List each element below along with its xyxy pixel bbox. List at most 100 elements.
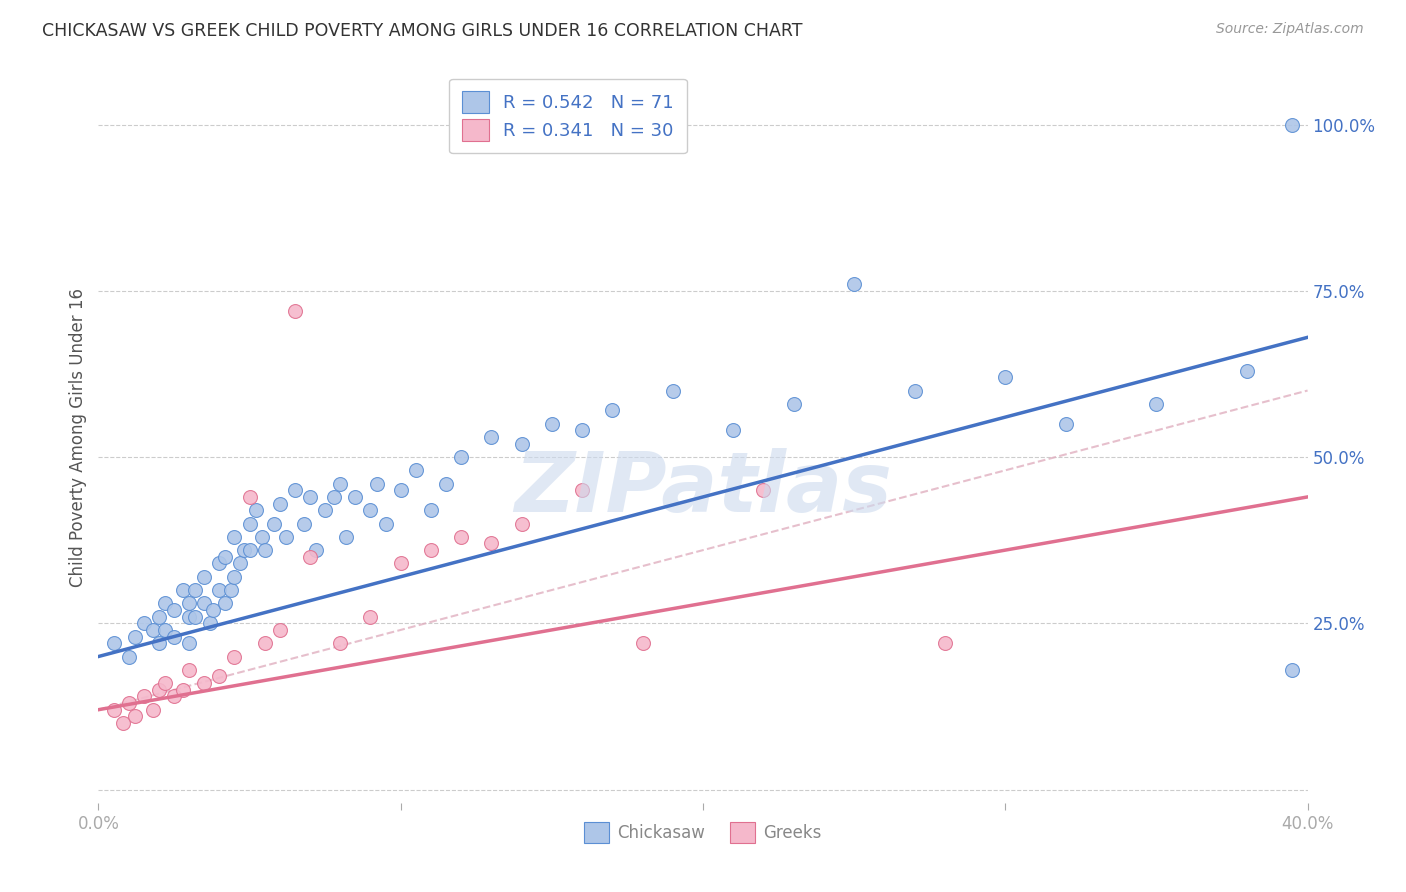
Point	[208, 582, 231, 597]
Point	[844, 277, 866, 292]
Point	[163, 603, 186, 617]
Point	[163, 630, 186, 644]
Point	[450, 450, 472, 464]
Text: ZIPatlas: ZIPatlas	[515, 448, 891, 529]
Point	[1236, 363, 1258, 377]
Point	[148, 609, 170, 624]
Point	[153, 596, 176, 610]
Point	[250, 530, 273, 544]
Point	[245, 503, 267, 517]
Point	[420, 543, 443, 558]
Point	[193, 596, 215, 610]
Point	[405, 463, 427, 477]
Point	[224, 649, 246, 664]
Text: Source: ZipAtlas.com: Source: ZipAtlas.com	[1216, 22, 1364, 37]
Point	[224, 530, 246, 544]
Point	[314, 503, 336, 517]
Point	[434, 476, 457, 491]
Point	[118, 696, 141, 710]
Point	[232, 543, 254, 558]
Point	[148, 636, 170, 650]
Point	[299, 490, 322, 504]
Point	[481, 536, 503, 550]
Point	[1054, 417, 1077, 431]
Point	[172, 682, 194, 697]
Point	[783, 397, 806, 411]
Point	[1144, 397, 1167, 411]
Point	[329, 476, 352, 491]
Point	[179, 609, 201, 624]
Point	[571, 424, 593, 438]
Point	[510, 516, 533, 531]
Y-axis label: Child Poverty Among Girls Under 16: Child Poverty Among Girls Under 16	[69, 287, 87, 587]
Point	[360, 609, 382, 624]
Point	[420, 503, 443, 517]
Point	[305, 543, 328, 558]
Point	[214, 596, 236, 610]
Point	[904, 384, 927, 398]
Point	[179, 663, 201, 677]
Point	[208, 557, 231, 571]
Point	[723, 424, 745, 438]
Point	[153, 676, 176, 690]
Point	[323, 490, 346, 504]
Point	[292, 516, 315, 531]
Point	[329, 636, 352, 650]
Point	[571, 483, 593, 498]
Point	[148, 682, 170, 697]
Point	[142, 703, 165, 717]
Point	[450, 530, 472, 544]
Point	[994, 370, 1017, 384]
Point	[193, 676, 215, 690]
Point	[111, 716, 134, 731]
Point	[752, 483, 775, 498]
Point	[184, 609, 207, 624]
Point	[274, 530, 297, 544]
Point	[284, 303, 307, 318]
Point	[389, 483, 412, 498]
Point	[202, 603, 225, 617]
Point	[360, 503, 382, 517]
Point	[263, 516, 285, 531]
Point	[366, 476, 388, 491]
Point	[224, 570, 246, 584]
Point	[200, 616, 222, 631]
Point	[184, 582, 207, 597]
Point	[132, 616, 155, 631]
Point	[179, 596, 201, 610]
Point	[269, 497, 291, 511]
Point	[602, 403, 624, 417]
Point	[172, 582, 194, 597]
Point	[284, 483, 307, 498]
Legend: Chickasaw, Greeks: Chickasaw, Greeks	[578, 815, 828, 849]
Point	[335, 530, 357, 544]
Point	[934, 636, 956, 650]
Point	[153, 623, 176, 637]
Point	[661, 384, 683, 398]
Point	[103, 703, 125, 717]
Point	[132, 690, 155, 704]
Point	[221, 582, 243, 597]
Point	[239, 516, 262, 531]
Point	[239, 543, 262, 558]
Point	[124, 709, 146, 723]
Point	[269, 623, 291, 637]
Point	[142, 623, 165, 637]
Point	[510, 436, 533, 450]
Point	[193, 570, 215, 584]
Point	[1281, 118, 1303, 132]
Point	[540, 417, 562, 431]
Point	[344, 490, 367, 504]
Point	[253, 636, 276, 650]
Point	[179, 636, 201, 650]
Point	[163, 690, 186, 704]
Point	[103, 636, 125, 650]
Point	[374, 516, 396, 531]
Point	[214, 549, 236, 564]
Point	[229, 557, 252, 571]
Point	[239, 490, 262, 504]
Point	[208, 669, 231, 683]
Point	[118, 649, 141, 664]
Point	[253, 543, 276, 558]
Point	[124, 630, 146, 644]
